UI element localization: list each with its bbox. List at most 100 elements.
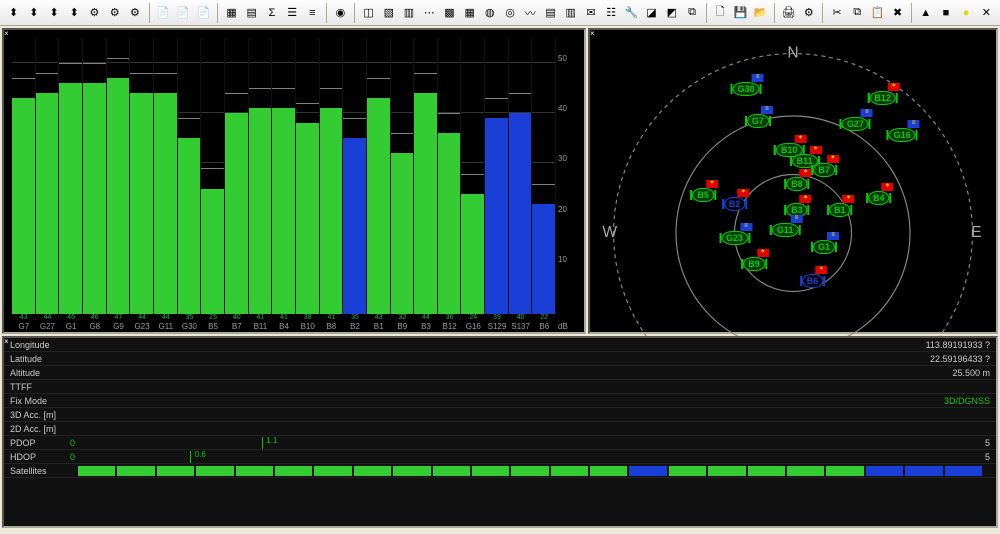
toolbar-text-button[interactable]: ⬍ <box>24 2 43 24</box>
toolbar-sq3-button[interactable]: ⧉ <box>682 2 701 24</box>
satellite-B7[interactable]: B7✶ <box>811 163 837 177</box>
toolbar-print-button[interactable]: 🖨 <box>779 2 798 24</box>
toolbar-gear2-button[interactable]: ⚙ <box>799 2 818 24</box>
toolbar-cut-button[interactable]: ✂ <box>827 2 846 24</box>
gps-flag-icon: ≡ <box>827 232 839 240</box>
satellite-G23[interactable]: G23≡ <box>719 231 750 245</box>
toolbar-text-button[interactable]: ⬍ <box>4 2 23 24</box>
toolbar-bars-button[interactable]: ▥ <box>399 2 418 24</box>
signal-bar-G30 <box>178 38 202 314</box>
gps-flag-icon: ≡ <box>861 109 873 117</box>
y-tick: 30 <box>558 154 578 163</box>
satellite-B12[interactable]: B12✶ <box>867 91 898 105</box>
toolbar-up-button[interactable]: ▲ <box>916 2 935 24</box>
close-icon[interactable]: × <box>4 338 12 346</box>
status-row-altitude: Altitude25.500 m <box>4 366 996 380</box>
axis-unit: dB <box>558 322 578 331</box>
toolbar-grid-button[interactable]: ▩ <box>440 2 459 24</box>
toolbar-tbl2-button[interactable]: ▥ <box>561 2 580 24</box>
signal-bar-B10 <box>296 38 320 314</box>
satellite-B6[interactable]: B6✶ <box>800 274 826 288</box>
toolbar-wrench-button[interactable]: 🔧 <box>622 2 641 24</box>
gps-flag-icon: ≡ <box>761 106 773 114</box>
status-row-ttff: TTFF <box>4 380 996 394</box>
y-tick: 50 <box>558 54 578 63</box>
gps-flag-icon: ≡ <box>908 120 920 128</box>
satellite-B2[interactable]: B2✶ <box>722 197 748 211</box>
toolbar-sq2-button[interactable]: ◩ <box>662 2 681 24</box>
status-row-fix-mode: Fix Mode3D/DGNSS <box>4 394 996 408</box>
toolbar-tgt-button[interactable]: ◎ <box>500 2 519 24</box>
toolbar-copy-button[interactable]: ⧉ <box>848 2 867 24</box>
bds-flag-icon: ✶ <box>815 266 827 274</box>
toolbar-doc-b-button[interactable]: 📄 <box>174 2 193 24</box>
satellite-G27[interactable]: G27≡ <box>840 117 871 131</box>
toolbar-win-button[interactable]: ▦ <box>222 2 241 24</box>
toolbar-chart2-button[interactable]: ▧ <box>379 2 398 24</box>
toolbar-sq1-button[interactable]: ◪ <box>642 2 661 24</box>
satellite-B1[interactable]: B1✶ <box>827 203 853 217</box>
satellite-B8[interactable]: B8✶ <box>784 177 810 191</box>
signal-bar-B12 <box>438 38 462 314</box>
satellite-G7[interactable]: G7≡ <box>745 114 771 128</box>
toolbar-msg-button[interactable]: ✉ <box>581 2 600 24</box>
toolbar-wav-button[interactable]: 〰 <box>521 2 540 24</box>
toolbar-doc-y-button[interactable]: 📄 <box>153 2 172 24</box>
signal-bar-B4 <box>272 38 296 314</box>
toolbar-globe-button[interactable]: ◉ <box>331 2 350 24</box>
toolbar-gear-button[interactable]: ⚙ <box>105 2 124 24</box>
bds-flag-icon: ✶ <box>843 195 855 203</box>
toolbar-grid3-button[interactable]: ◍ <box>480 2 499 24</box>
toolbar-list2-button[interactable]: ≡ <box>303 2 322 24</box>
signal-bar-B11 <box>249 38 273 314</box>
toolbar-stop-button[interactable]: ■ <box>936 2 955 24</box>
toolbar-new-button[interactable]: 🗋 <box>711 2 730 24</box>
y-axis: 1020304050dB <box>558 38 578 314</box>
signal-bar-G27 <box>36 38 60 314</box>
main-area: × 1020304050dB 4344464647444435254041413… <box>0 26 1000 336</box>
toolbar-del-button[interactable]: ✖ <box>888 2 907 24</box>
status-row-satellites: Satellites <box>4 464 996 478</box>
close-icon[interactable]: × <box>4 30 12 38</box>
toolbar-paste-button[interactable]: 📋 <box>868 2 887 24</box>
toolbar-text-button[interactable]: ⬍ <box>65 2 84 24</box>
satellite-B9[interactable]: B9✶ <box>741 257 767 271</box>
gps-flag-icon: ≡ <box>790 215 802 223</box>
satellite-G30[interactable]: G30≡ <box>731 82 762 96</box>
y-tick: 10 <box>558 255 578 264</box>
toolbar-rec-button[interactable]: ● <box>957 2 976 24</box>
bds-flag-icon: ✶ <box>888 83 900 91</box>
satellite-G11[interactable]: G11≡ <box>770 223 801 237</box>
signal-bar-S137 <box>509 38 533 314</box>
toolbar-gear-button[interactable]: ⚙ <box>125 2 144 24</box>
toolbar-open-button[interactable]: 📂 <box>751 2 770 24</box>
toolbar-text-button[interactable]: ⬍ <box>44 2 63 24</box>
signal-bar-G23 <box>130 38 154 314</box>
toolbar-grid2-button[interactable]: ▦ <box>460 2 479 24</box>
status-row-latitude: Latitude22.59196433 ? <box>4 352 996 366</box>
bds-flag-icon: ✶ <box>737 189 749 197</box>
satellite-G1[interactable]: G1≡ <box>811 240 837 254</box>
toolbar-x-button[interactable]: ✕ <box>977 2 996 24</box>
signal-bar-B8 <box>320 38 344 314</box>
toolbar-gear-button[interactable]: ⚙ <box>85 2 104 24</box>
toolbar-msg2-button[interactable]: ☷ <box>602 2 621 24</box>
signal-bars-chart <box>12 38 556 314</box>
satellite-G16[interactable]: G16≡ <box>887 128 918 142</box>
close-icon[interactable]: × <box>590 30 598 38</box>
status-row-longitude: Longitude113.89191933 ? <box>4 338 996 352</box>
signal-bar-G7 <box>12 38 36 314</box>
sky-plot-panel: × N S E W G30≡G7≡B12✶G27≡G16≡B10✶B11✶B7✶… <box>588 28 998 334</box>
satellite-B4[interactable]: B4✶ <box>866 191 892 205</box>
satellite-B5[interactable]: B5✶ <box>691 188 717 202</box>
toolbar-save-button[interactable]: 💾 <box>731 2 750 24</box>
toolbar: ⬍⬍⬍⬍⚙⚙⚙📄📄📄▦▤Σ☰≡◉◫▧▥⋯▩▦◍◎〰▤▥✉☷🔧◪◩⧉🗋💾📂🖨⚙✂⧉… <box>0 0 1000 26</box>
toolbar-dots-button[interactable]: ⋯ <box>420 2 439 24</box>
toolbar-list-button[interactable]: ☰ <box>283 2 302 24</box>
toolbar-win2-button[interactable]: ▤ <box>242 2 261 24</box>
toolbar-doc-r-button[interactable]: 📄 <box>194 2 213 24</box>
status-panel: × Longitude113.89191933 ?Latitude22.5919… <box>2 336 998 528</box>
toolbar-chart-button[interactable]: ◫ <box>359 2 378 24</box>
toolbar-sigma-button[interactable]: Σ <box>262 2 281 24</box>
toolbar-tbl-button[interactable]: ▤ <box>541 2 560 24</box>
